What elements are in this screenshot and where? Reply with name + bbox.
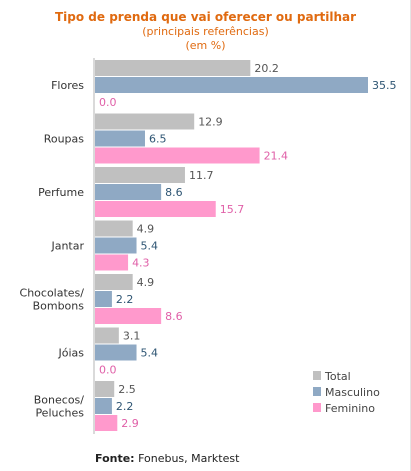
data-label-masculino: 6.5: [149, 133, 167, 146]
bar-total: [95, 381, 115, 397]
bar-feminino: [95, 308, 162, 324]
legend-swatch-total: [313, 371, 321, 380]
bar-total: [95, 327, 119, 344]
data-label-masculino: 2.2: [116, 400, 133, 413]
legend-label-total: Total: [324, 370, 351, 383]
bar-masculino: [95, 291, 112, 307]
category-label-line: Roupas: [44, 133, 85, 146]
source-text: Fonebus, Marktest: [134, 452, 240, 465]
bar-masculino: [95, 344, 137, 361]
category-label-line: Peluches: [35, 407, 84, 420]
category-label: Roupas: [44, 133, 85, 146]
legend-swatch-feminino: [313, 403, 321, 412]
data-label-total: 11.7: [189, 169, 214, 182]
data-label-total: 4.9: [137, 223, 155, 236]
data-label-masculino: 8.6: [165, 186, 183, 199]
data-label-total: 20.2: [254, 62, 279, 75]
bar-total: [95, 113, 195, 130]
bar-total: [95, 220, 133, 237]
bar-masculino: [95, 77, 368, 93]
bar-feminino: [95, 201, 216, 217]
chart-subtitle: (principais referências): [142, 25, 269, 38]
bar-feminino: [95, 147, 260, 164]
chart-unit-note: (em %): [185, 39, 226, 52]
data-label-masculino: 5.4: [141, 347, 159, 360]
data-label-feminino: 8.6: [165, 310, 183, 323]
category-label-line: Bonecos/: [34, 394, 85, 407]
bar-total: [95, 167, 185, 183]
bar-total: [95, 60, 251, 76]
bar-masculino: [95, 184, 162, 200]
category-label: Jóias: [57, 347, 84, 360]
bar-feminino: [95, 415, 118, 431]
bar-total: [95, 274, 133, 290]
data-label-masculino: 2.2: [116, 293, 133, 306]
bar-feminino: [95, 254, 129, 271]
data-label-masculino: 5.4: [141, 240, 159, 253]
category-label: Perfume: [38, 186, 84, 199]
data-label-feminino: 21.4: [264, 150, 289, 163]
source-label: Fonte:: [95, 452, 135, 465]
data-label-masculino: 35.5: [372, 79, 397, 92]
data-label-total: 4.9: [137, 276, 155, 289]
source-note: Fonte: Fonebus, Marktest: [95, 452, 239, 465]
category-label: Jantar: [50, 240, 84, 253]
bar-masculino: [95, 237, 137, 254]
data-label-feminino: 0.0: [99, 96, 117, 109]
data-label-feminino: 15.7: [220, 203, 245, 216]
chart-title: Tipo de prenda que vai oferecer ou parti…: [54, 10, 357, 24]
data-label-total: 12.9: [198, 116, 223, 129]
category-label-line: Perfume: [38, 186, 84, 199]
category-label-line: Flores: [51, 79, 84, 92]
legend-label-masculino: Masculino: [325, 386, 380, 399]
category-label: Chocolates/Bombons: [20, 287, 85, 313]
legend-label-feminino: Feminino: [325, 402, 375, 415]
category-label: Flores: [51, 79, 84, 92]
category-label-line: Jóias: [57, 347, 84, 360]
bar-masculino: [95, 130, 145, 147]
category-label: Bonecos/Peluches: [34, 394, 85, 420]
data-label-total: 3.1: [123, 330, 141, 343]
category-label-line: Chocolates/: [20, 287, 85, 300]
data-label-total: 2.5: [118, 383, 135, 396]
category-label-line: Bombons: [33, 300, 85, 313]
data-label-feminino: 4.3: [132, 257, 150, 270]
category-label-line: Jantar: [50, 240, 84, 253]
data-label-feminino: 0.0: [99, 364, 117, 377]
bar-masculino: [95, 398, 112, 414]
legend-swatch-masculino: [313, 387, 321, 396]
data-label-feminino: 2.9: [121, 417, 139, 430]
